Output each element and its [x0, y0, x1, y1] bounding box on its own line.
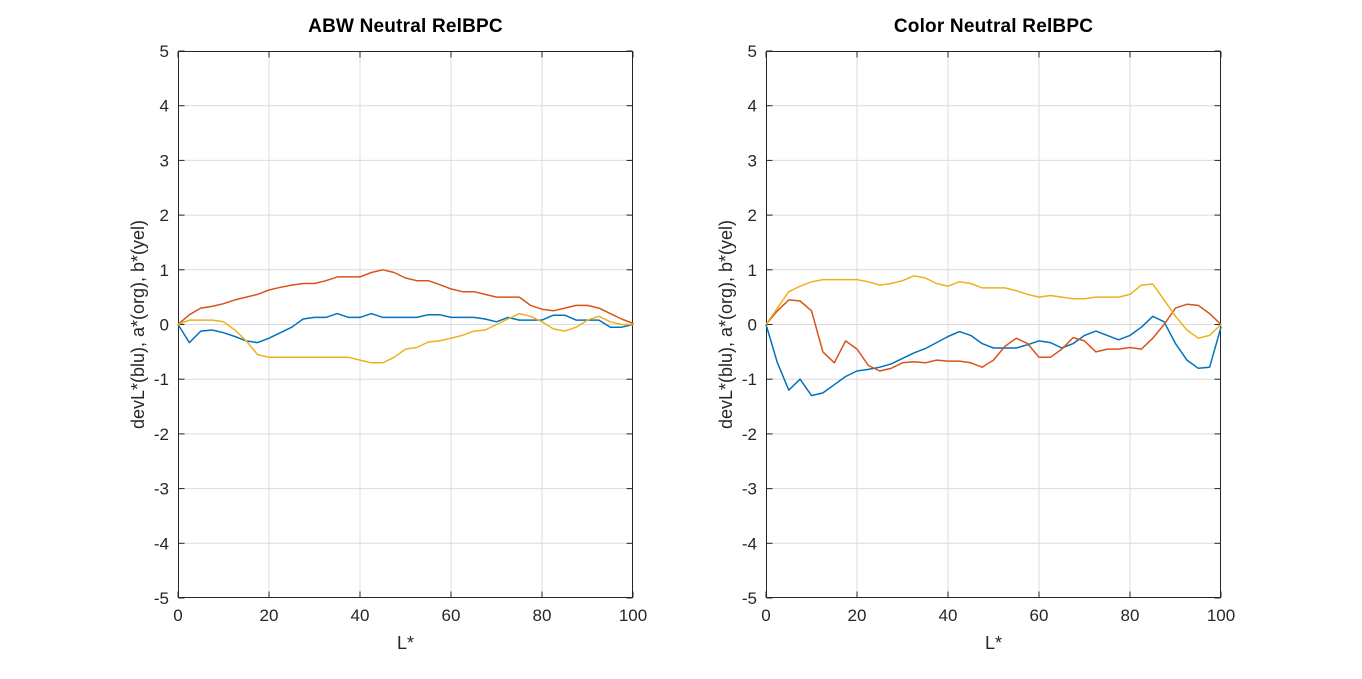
- x-tick-label: 20: [260, 606, 279, 625]
- x-tick-label: 0: [761, 606, 770, 625]
- y-axis-label: devL*(blu), a*(org), b*(yel): [128, 219, 148, 430]
- chart-color-neutral: Color Neutral RelBPC devL*(blu), a*(org)…: [696, 0, 1296, 679]
- y-tick-label: -4: [154, 534, 169, 553]
- series-line-blu: [765, 315, 1222, 397]
- x-tick-label: 80: [1121, 606, 1140, 625]
- y-tick-label: -4: [742, 534, 757, 553]
- x-tick-label: 40: [351, 606, 370, 625]
- y-tick-label: -3: [742, 480, 757, 499]
- y-tick-label: 1: [748, 261, 757, 280]
- chart-title: ABW Neutral RelBPC: [308, 16, 503, 37]
- x-tick-label: 20: [848, 606, 867, 625]
- y-tick-label: 5: [160, 42, 169, 61]
- plot-area: 0 20 40 60 80 100 -5 -4 -3 -2 -1 0 1 2 3 4 5: [742, 42, 1235, 625]
- x-tick-label: 0: [173, 606, 182, 625]
- y-tick-label: 3: [748, 151, 757, 170]
- series-line-blu: [177, 312, 634, 344]
- x-tick-label: 100: [1207, 606, 1235, 625]
- y-tick-label: 5: [748, 42, 757, 61]
- series-line-org: [177, 269, 634, 326]
- x-axis-label: L*: [984, 633, 1002, 653]
- y-tick-label: 4: [160, 97, 169, 116]
- chart-title: Color Neutral RelBPC: [893, 16, 1094, 37]
- y-tick-label: 2: [160, 206, 169, 225]
- x-axis-label: L*: [396, 633, 414, 653]
- y-tick-label: -5: [154, 589, 169, 608]
- y-tick-label: 0: [748, 316, 757, 335]
- y-tick-label: -1: [742, 370, 757, 389]
- y-tick-label: -5: [742, 589, 757, 608]
- plot-area: 0 20 40 60 80 100 -5 -4 -3 -2 -1 0 1 2 3 4 5: [154, 42, 647, 625]
- x-tick-label: 60: [1030, 606, 1049, 625]
- y-tick-label: 2: [748, 206, 757, 225]
- chart-abw-neutral: ABW Neutral RelBPC devL*(blu), a*(org), …: [108, 0, 708, 679]
- y-tick-label: 4: [748, 97, 757, 116]
- y-tick-label: 3: [160, 151, 169, 170]
- series-line-org: [765, 299, 1222, 372]
- x-tick-label: 80: [533, 606, 552, 625]
- x-tick-label: 100: [619, 606, 647, 625]
- y-tick-label: -1: [154, 370, 169, 389]
- y-tick-label: 0: [160, 316, 169, 335]
- y-axis-label: devL*(blu), a*(org), b*(yel): [716, 219, 736, 430]
- x-tick-label: 40: [939, 606, 958, 625]
- y-tick-label: 1: [160, 261, 169, 280]
- x-tick-label: 60: [442, 606, 461, 625]
- series-line-yel: [765, 275, 1222, 339]
- series-line-yel: [177, 312, 634, 364]
- y-tick-label: -2: [154, 425, 169, 444]
- y-tick-label: -3: [154, 480, 169, 499]
- y-tick-label: -2: [742, 425, 757, 444]
